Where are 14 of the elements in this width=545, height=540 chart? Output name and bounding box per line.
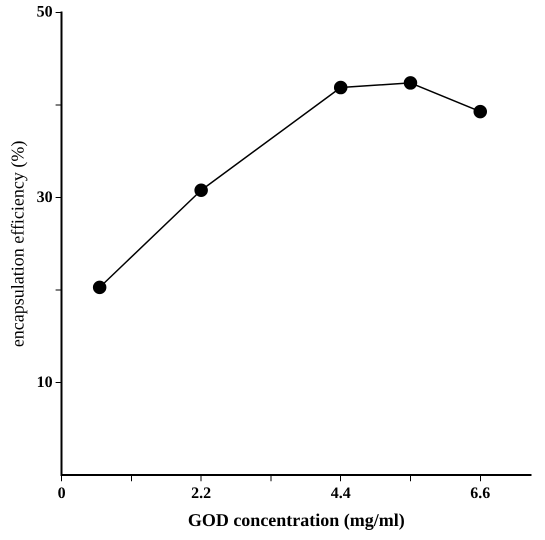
x-tick-label: 6.6 bbox=[470, 484, 490, 502]
y-tick-label: 50 bbox=[36, 4, 53, 21]
point bbox=[92, 280, 106, 294]
point bbox=[404, 76, 418, 90]
point bbox=[194, 183, 208, 197]
x-axis-title: GOD concentration (mg/ml) bbox=[188, 510, 405, 530]
x-tick-label: 4.4 bbox=[330, 484, 351, 502]
point bbox=[334, 80, 348, 94]
y-tick-label: 30 bbox=[36, 188, 53, 206]
point bbox=[474, 104, 488, 118]
y-tick-label: 10 bbox=[36, 374, 53, 391]
x-tick-label: 0 bbox=[58, 484, 66, 502]
y-axis-title: encapsulation efficiency (%) bbox=[8, 140, 28, 348]
x-tick-label: 2.2 bbox=[191, 484, 212, 502]
